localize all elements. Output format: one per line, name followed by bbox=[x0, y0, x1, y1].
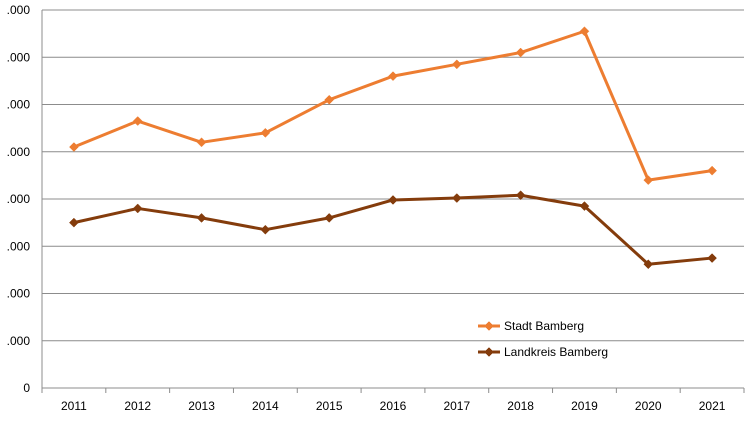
y-tick-label: .000 bbox=[7, 287, 31, 301]
x-tick-label: 2015 bbox=[316, 399, 343, 413]
y-tick-labels: 0 .000 .000 .000 .000 .000 .000 .000 .000 bbox=[7, 3, 31, 395]
series bbox=[69, 26, 717, 270]
legend-marker bbox=[484, 347, 494, 357]
x-tick-label: 2018 bbox=[507, 399, 534, 413]
series-line bbox=[72, 29, 714, 182]
x-tick-label: 2016 bbox=[380, 399, 407, 413]
data-point bbox=[643, 175, 654, 185]
data-point bbox=[132, 116, 143, 126]
data-point bbox=[324, 94, 335, 105]
y-tick-label: .000 bbox=[7, 334, 31, 348]
data-point bbox=[260, 224, 271, 235]
y-tick-label: .000 bbox=[7, 3, 31, 17]
data-point bbox=[643, 259, 654, 270]
data-point bbox=[579, 201, 590, 211]
data-point bbox=[388, 195, 398, 205]
data-point bbox=[69, 142, 79, 152]
data-point bbox=[388, 71, 398, 82]
series-0 bbox=[69, 26, 717, 185]
y-tick-label: .000 bbox=[7, 239, 31, 253]
legend-item: Landkreis Bamberg bbox=[478, 345, 608, 359]
x-tick-label: 2020 bbox=[635, 399, 662, 413]
data-point bbox=[579, 26, 590, 37]
data-point bbox=[196, 137, 207, 148]
data-point bbox=[451, 59, 462, 70]
data-point bbox=[324, 213, 335, 223]
data-point bbox=[132, 203, 143, 214]
x-tick-label: 2019 bbox=[571, 399, 598, 413]
data-point bbox=[515, 47, 526, 58]
x-tick-label: 2017 bbox=[443, 399, 470, 413]
series-1 bbox=[69, 190, 717, 270]
x-tick-labels: 2011 2012 2013 2014 2015 2016 2017 2018 2019 2020… bbox=[61, 399, 726, 413]
data-point bbox=[260, 127, 271, 138]
data-point bbox=[707, 253, 717, 263]
x-tick-label: 2012 bbox=[124, 399, 151, 413]
data-point bbox=[707, 165, 717, 176]
legend-label: Stadt Bamberg bbox=[504, 319, 584, 333]
axes bbox=[41, 10, 745, 393]
data-point bbox=[451, 193, 462, 203]
data-point bbox=[515, 190, 526, 201]
legend-item: Stadt Bamberg bbox=[478, 319, 584, 333]
data-point bbox=[196, 213, 207, 223]
x-tick-label: 2013 bbox=[188, 399, 215, 413]
legend: Stadt Bamberg Landkreis Bamberg bbox=[478, 319, 608, 359]
legend-marker bbox=[484, 321, 494, 331]
x-tick-label: 2021 bbox=[699, 399, 726, 413]
y-tick-label: .000 bbox=[7, 98, 31, 112]
x-tick-label: 2014 bbox=[252, 399, 279, 413]
series-line bbox=[72, 193, 714, 266]
y-tick-label: .000 bbox=[7, 50, 31, 64]
y-tick-label: .000 bbox=[7, 145, 31, 159]
y-tick-label: .000 bbox=[7, 192, 31, 206]
x-tick-label: 2011 bbox=[61, 399, 87, 413]
y-tick-label: 0 bbox=[23, 381, 30, 395]
legend-label: Landkreis Bamberg bbox=[504, 345, 608, 359]
data-point bbox=[69, 217, 79, 228]
grid-lines bbox=[42, 9, 744, 342]
